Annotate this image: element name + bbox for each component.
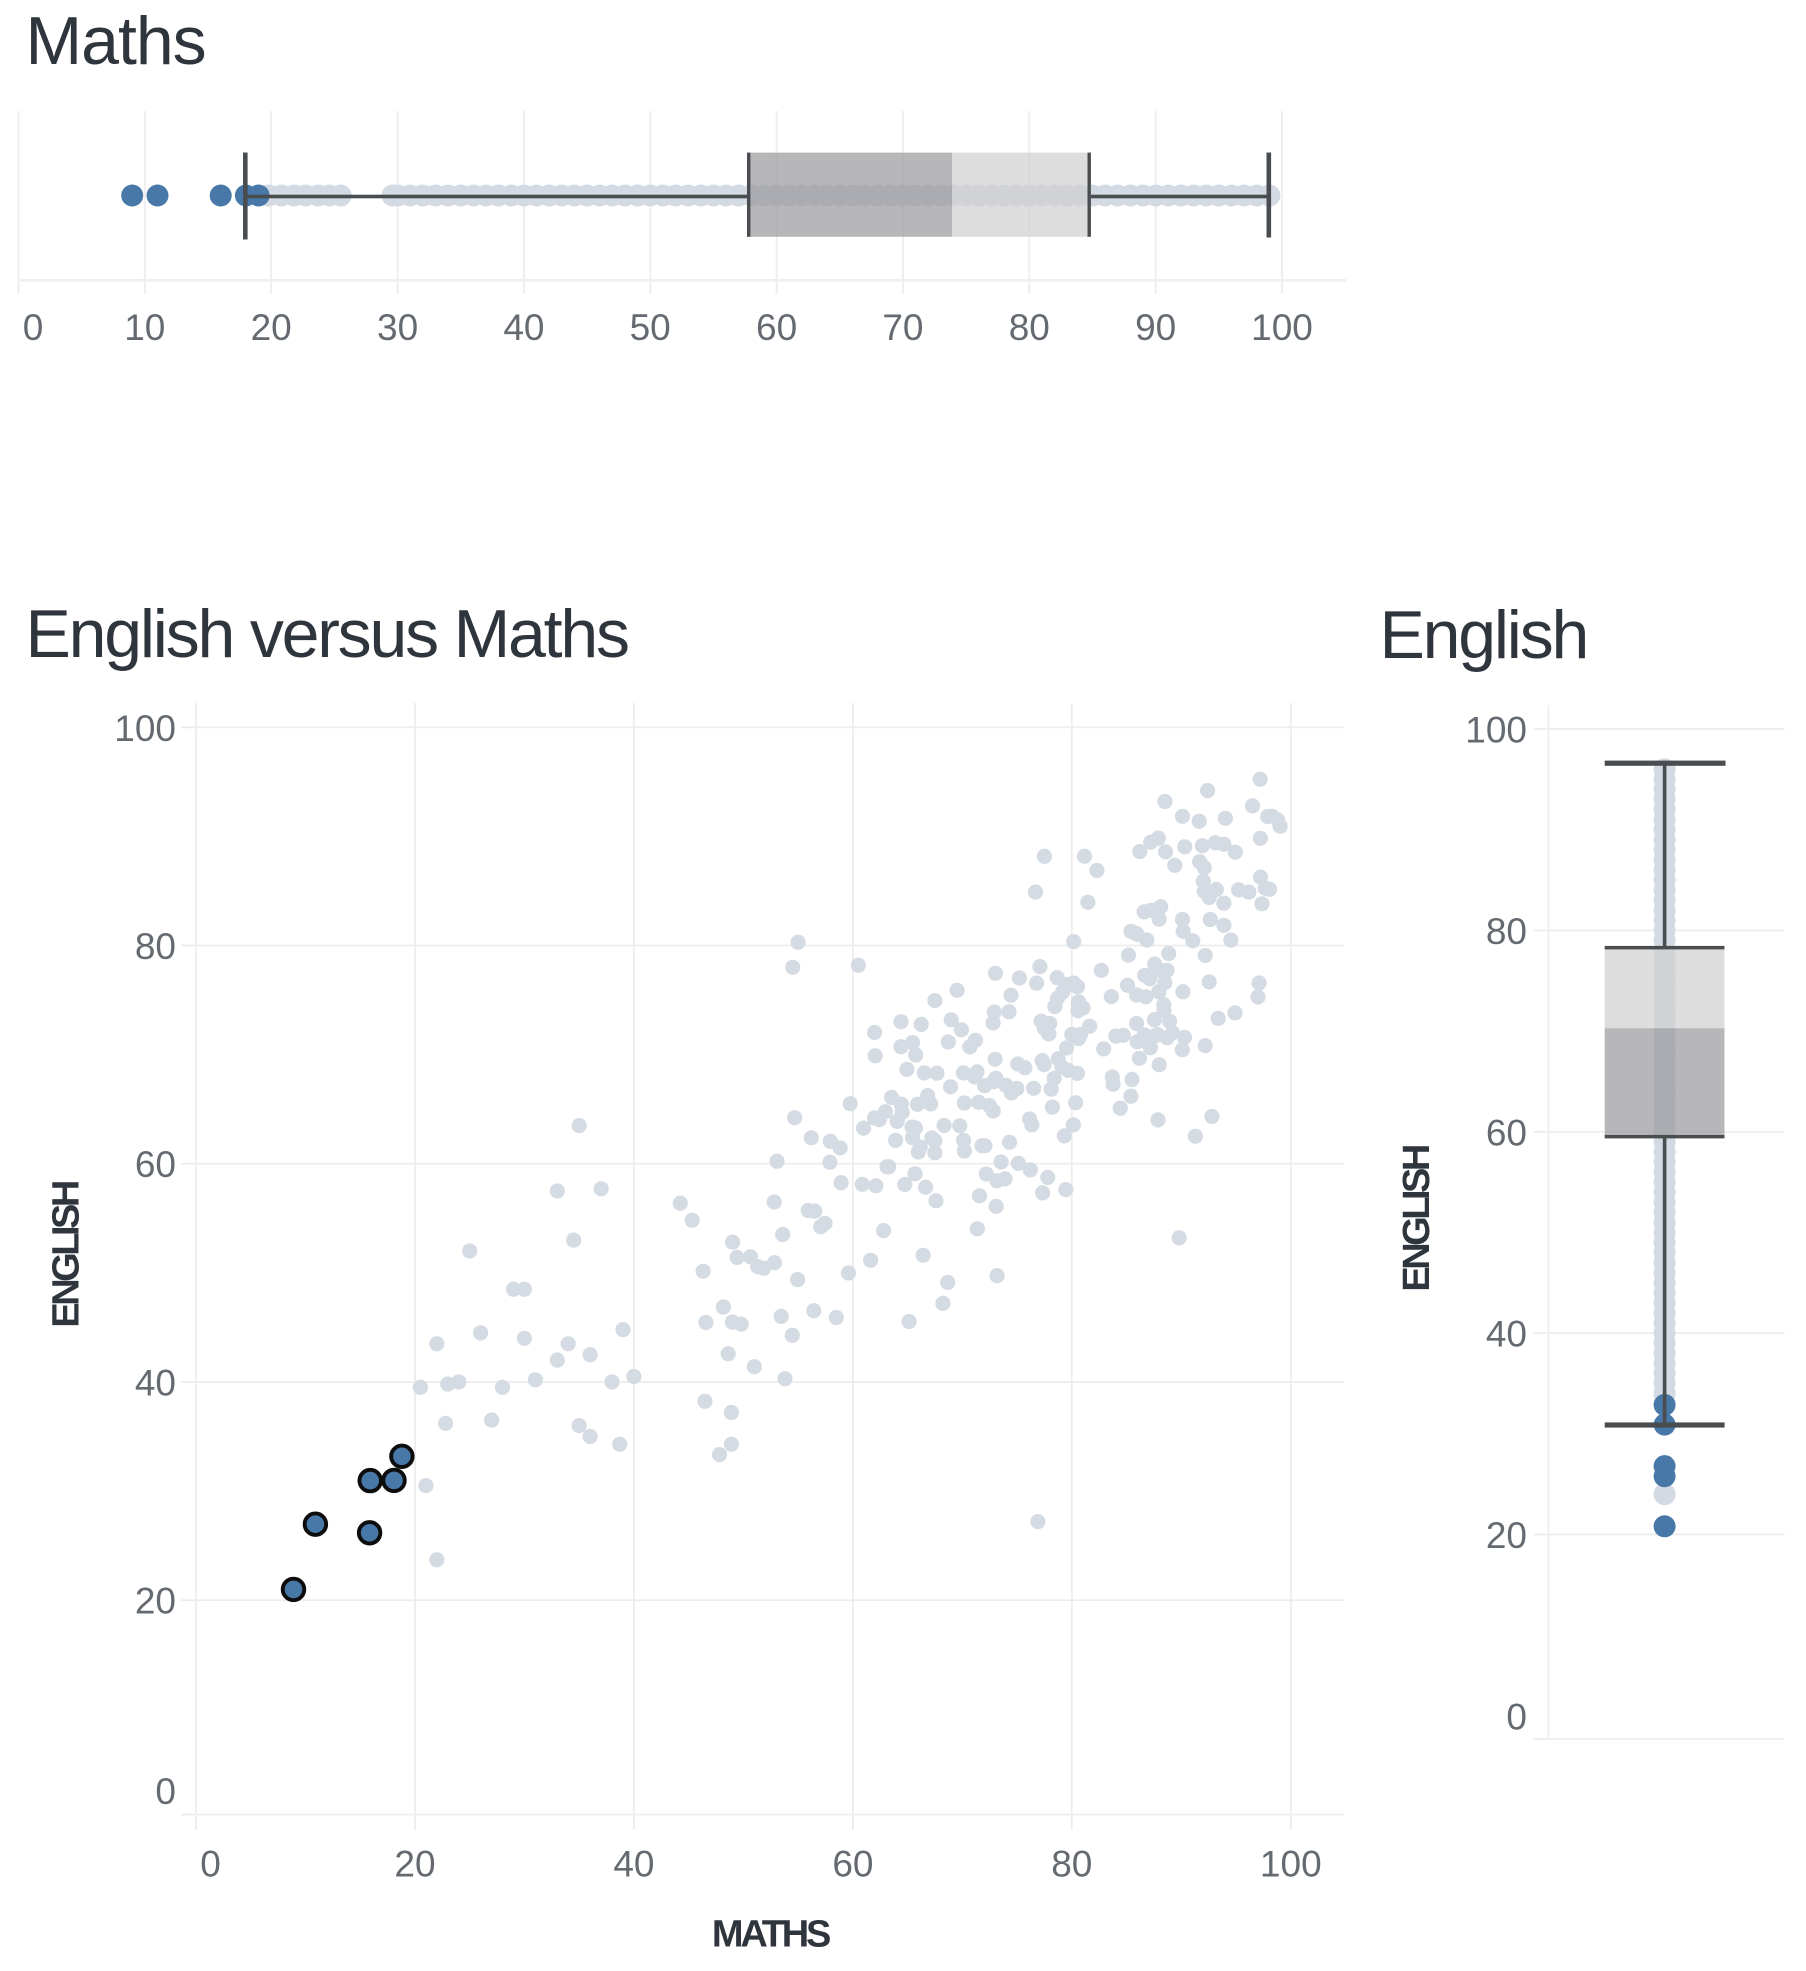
svg-text:40: 40 [1486,1314,1527,1355]
svg-text:0: 0 [200,1843,221,1884]
svg-text:60: 60 [135,1144,176,1185]
svg-text:English: English [1380,597,1588,673]
svg-text:MATHS: MATHS [712,1914,830,1956]
svg-text:100: 100 [1465,710,1527,751]
svg-text:20: 20 [394,1843,435,1884]
svg-text:100: 100 [1260,1843,1322,1884]
svg-text:60: 60 [756,307,797,348]
svg-text:100: 100 [1251,307,1313,348]
svg-text:80: 80 [1009,307,1050,348]
svg-text:70: 70 [882,307,923,348]
svg-text:40: 40 [503,307,544,348]
svg-text:10: 10 [124,307,165,348]
svg-text:90: 90 [1135,307,1176,348]
svg-text:Maths: Maths [26,3,206,79]
svg-text:40: 40 [135,1362,176,1403]
svg-text:0: 0 [1506,1697,1527,1738]
svg-text:60: 60 [832,1843,873,1884]
svg-text:80: 80 [1486,911,1527,952]
svg-text:20: 20 [1486,1515,1527,1556]
svg-text:100: 100 [114,708,176,749]
svg-text:ENGLISH: ENGLISH [45,1182,87,1327]
svg-text:0: 0 [155,1771,176,1812]
svg-text:80: 80 [1051,1843,1092,1884]
svg-text:20: 20 [135,1581,176,1622]
svg-text:ENGLISH: ENGLISH [1396,1146,1438,1291]
svg-text:50: 50 [630,307,671,348]
svg-text:80: 80 [135,926,176,967]
svg-text:60: 60 [1486,1112,1527,1153]
svg-text:0: 0 [23,307,44,348]
svg-text:40: 40 [613,1843,654,1884]
svg-text:30: 30 [377,307,418,348]
svg-text:20: 20 [251,307,292,348]
svg-text:English versus Maths: English versus Maths [26,596,628,672]
